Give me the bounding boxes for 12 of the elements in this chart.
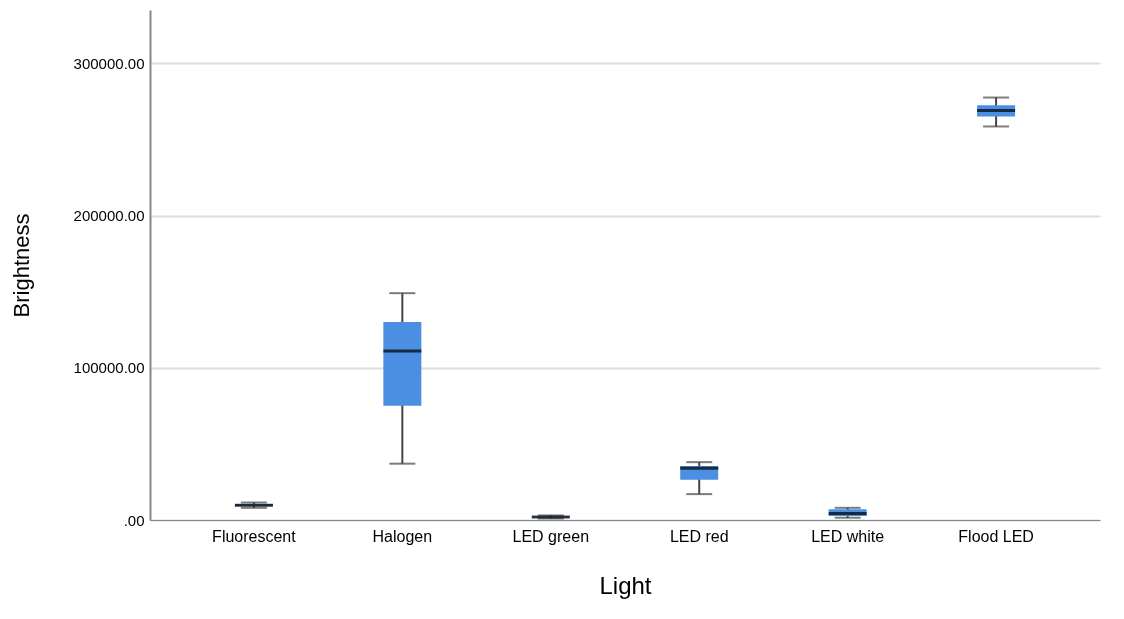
y-tick-label: 200000.00 bbox=[73, 207, 145, 225]
y-tick-label: .00 bbox=[123, 511, 145, 529]
x-tick-label: Flood LED bbox=[958, 527, 1034, 545]
x-axis-title: Light bbox=[599, 571, 652, 599]
x-tick-label: Halogen bbox=[372, 527, 433, 545]
y-axis-title: Brightness bbox=[8, 213, 34, 318]
x-tick-label: LED green bbox=[512, 527, 590, 545]
y-tick-label: 300000.00 bbox=[73, 54, 145, 72]
x-tick-label: Fluorescent bbox=[212, 527, 297, 545]
x-tick-label: LED red bbox=[669, 527, 729, 545]
x-tick-label: LED white bbox=[811, 527, 885, 545]
y-tick-label: 100000.00 bbox=[73, 359, 145, 377]
